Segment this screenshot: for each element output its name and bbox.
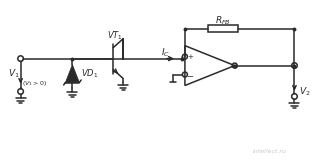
Text: $VD_1$: $VD_1$ xyxy=(81,67,98,80)
Text: $R_{FB}$: $R_{FB}$ xyxy=(215,14,231,27)
Polygon shape xyxy=(65,65,79,82)
Text: intellect.ru: intellect.ru xyxy=(252,149,286,154)
Text: $-$: $-$ xyxy=(186,70,194,79)
Text: $V_1$: $V_1$ xyxy=(8,67,19,80)
Text: $VT_1$: $VT_1$ xyxy=(107,29,123,42)
Text: $V_2$: $V_2$ xyxy=(299,85,311,98)
Text: $(V_1>0)$: $(V_1>0)$ xyxy=(21,79,47,89)
Text: $I_C$: $I_C$ xyxy=(161,46,171,59)
Text: $+$: $+$ xyxy=(187,52,194,61)
Bar xyxy=(208,25,238,32)
